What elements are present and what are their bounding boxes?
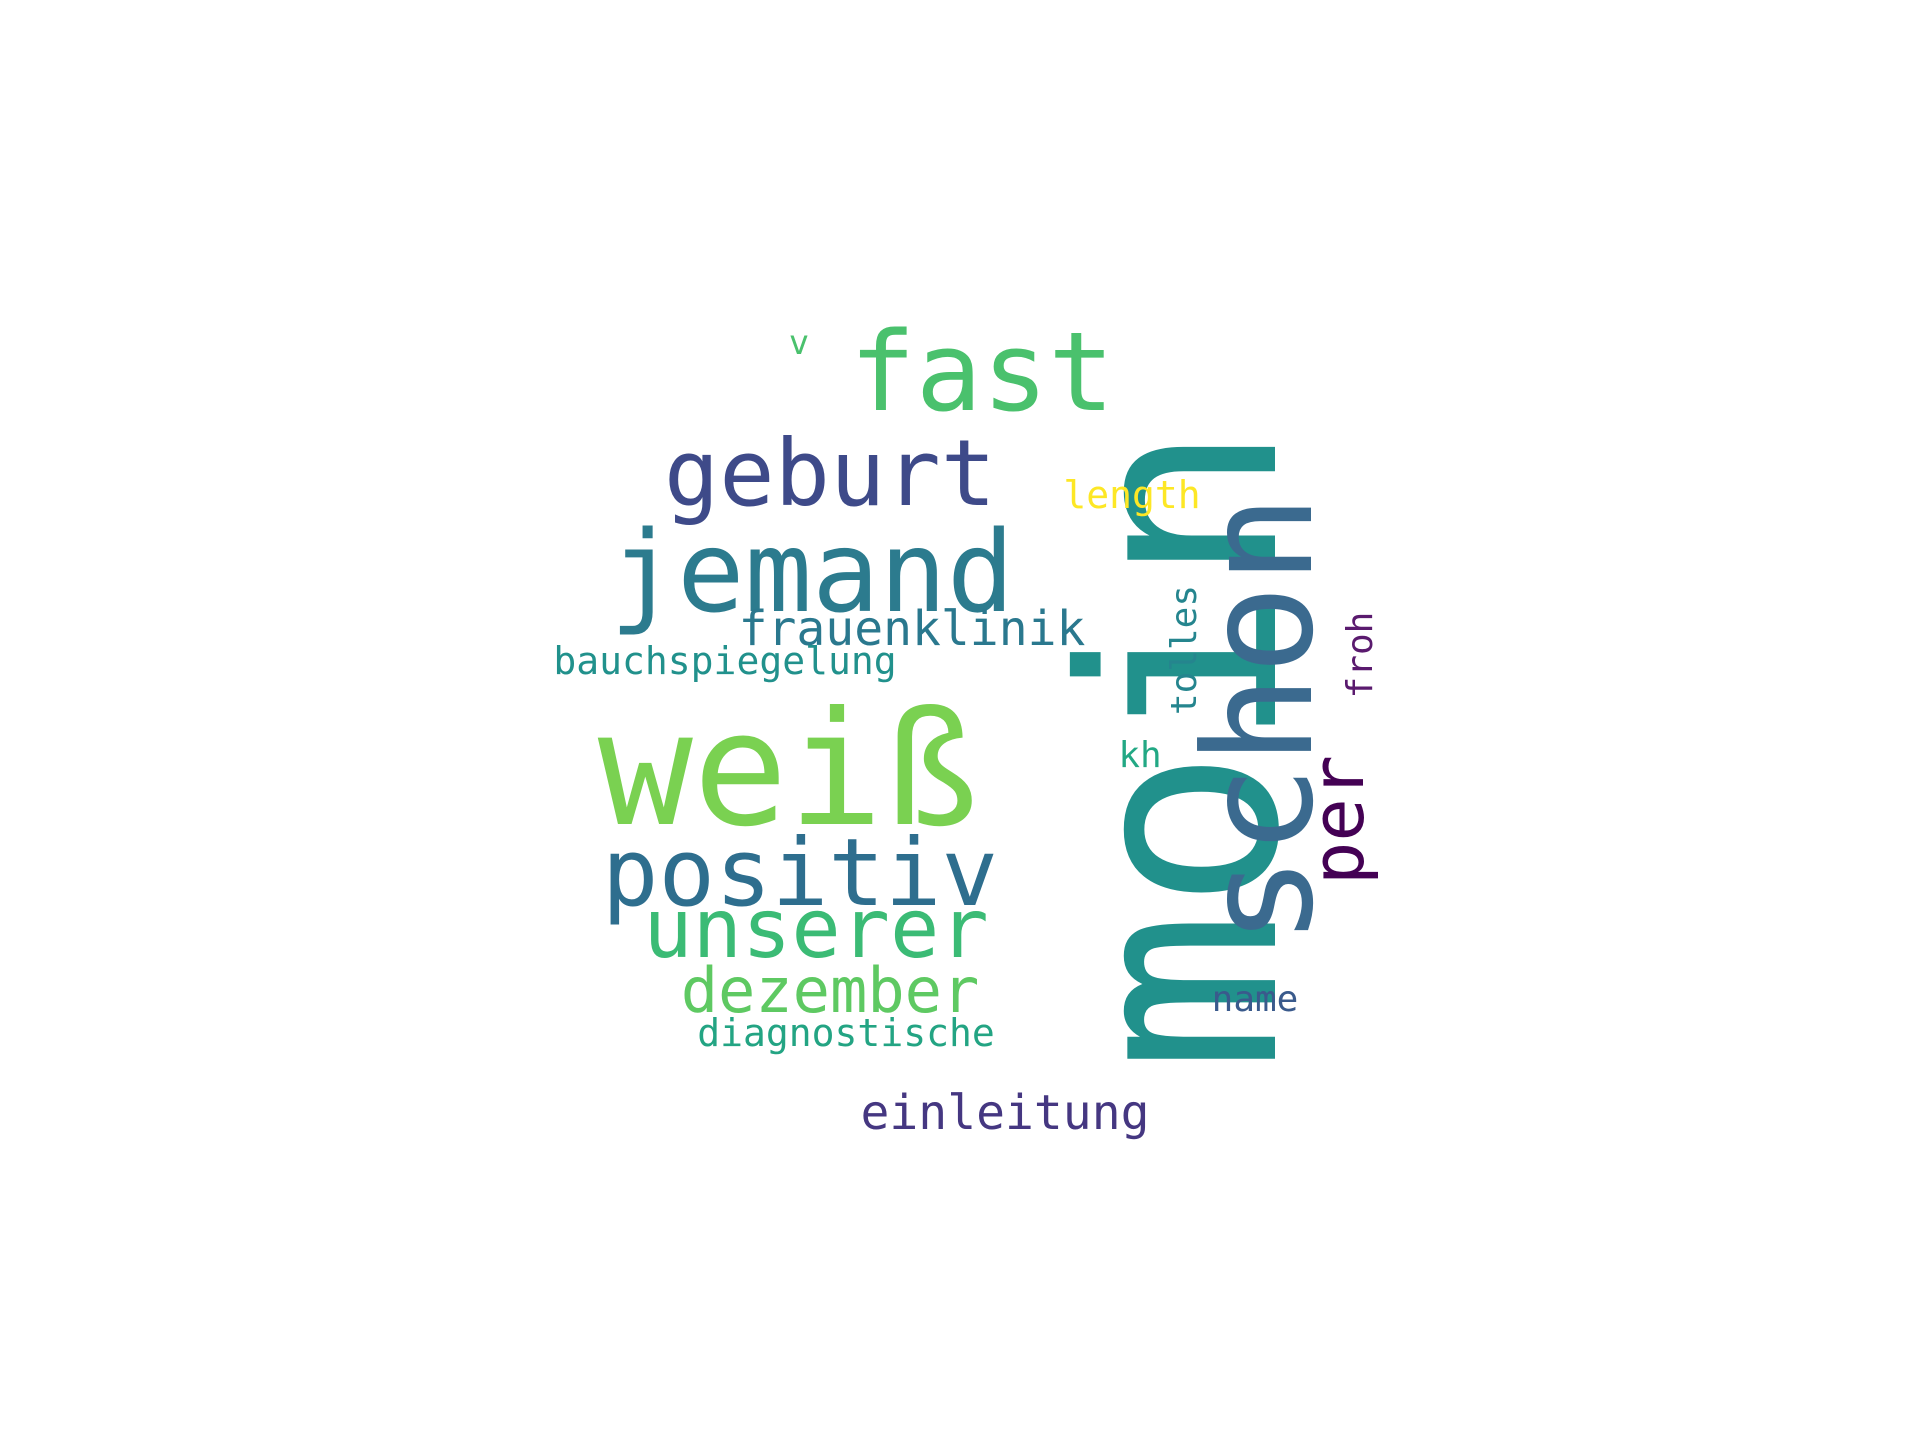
word-length: length bbox=[1063, 473, 1201, 517]
word-dezember: dezember bbox=[680, 954, 980, 1027]
word-jemand: jemand bbox=[609, 508, 1015, 638]
word-einleitung: einleitung bbox=[860, 1085, 1150, 1141]
word-fast: fast bbox=[849, 308, 1115, 436]
word-v: v bbox=[788, 323, 810, 363]
word-kh: kh bbox=[1118, 735, 1162, 776]
word-geburt: geburt bbox=[663, 420, 997, 527]
word-frauenklinik: frauenklinik bbox=[738, 601, 1086, 657]
word-name: name bbox=[1211, 979, 1299, 1020]
word-weiss: weiß bbox=[597, 678, 979, 862]
word-diagnostische: diagnostische bbox=[697, 1011, 995, 1055]
word-tolles: tolles bbox=[1164, 584, 1205, 716]
word-unserer: unserer bbox=[643, 882, 989, 977]
word-bauchspiegelung: bauchspiegelung bbox=[553, 639, 897, 683]
word-froh: froh bbox=[1340, 611, 1381, 699]
word-per: per bbox=[1296, 754, 1380, 886]
word-positiv: positiv bbox=[601, 819, 999, 928]
